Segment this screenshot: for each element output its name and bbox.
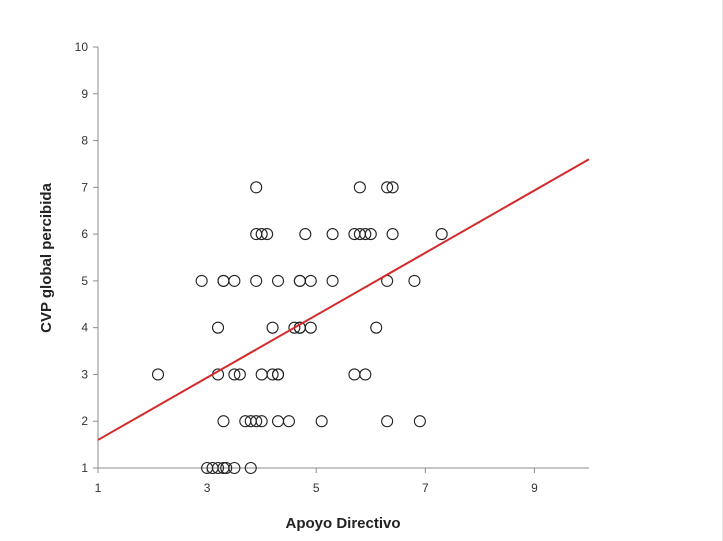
data-point xyxy=(271,415,285,428)
data-point xyxy=(250,415,263,428)
y-tick-label: 7 xyxy=(81,180,88,194)
data-point xyxy=(244,461,257,475)
x-tick-label: 7 xyxy=(422,481,429,495)
y-tick-label: 9 xyxy=(81,87,88,101)
data-point xyxy=(282,415,295,428)
data-point xyxy=(299,228,312,241)
data-point xyxy=(408,274,421,287)
data-point xyxy=(315,415,328,428)
y-tick-label: 4 xyxy=(81,321,88,335)
data-point xyxy=(228,368,241,381)
y-tick-label: 6 xyxy=(81,227,88,241)
data-point xyxy=(217,274,230,287)
y-tick-label: 2 xyxy=(81,414,88,428)
data-point xyxy=(261,228,274,241)
trendline-group xyxy=(97,158,590,441)
data-point xyxy=(353,181,366,194)
data-point xyxy=(386,181,399,194)
data-point xyxy=(359,228,372,241)
y-tick-label: 3 xyxy=(81,367,88,381)
y-tick-label: 10 xyxy=(75,40,89,54)
data-point xyxy=(370,321,383,334)
data-point xyxy=(151,368,165,381)
x-tick-label: 9 xyxy=(531,481,538,495)
trendline xyxy=(97,158,590,441)
data-point xyxy=(266,321,279,334)
data-point xyxy=(220,461,233,475)
data-point xyxy=(255,228,268,241)
data-point xyxy=(195,274,208,287)
x-tick-label: 3 xyxy=(204,481,211,495)
data-point xyxy=(233,368,246,381)
data-point xyxy=(386,228,399,241)
data-point xyxy=(250,274,263,287)
data-point xyxy=(255,415,268,428)
ticks: 1 2 3 4 5 6 7 8 9 10 1 3 5 7 9 xyxy=(75,40,538,495)
data-point xyxy=(271,368,285,381)
data-point xyxy=(255,368,268,381)
data-point xyxy=(364,228,377,241)
data-point xyxy=(250,181,263,194)
y-axis-title: CVP global percibida xyxy=(38,182,55,332)
data-point xyxy=(348,368,361,381)
y-tick-label: 5 xyxy=(81,274,88,288)
data-point xyxy=(211,461,225,475)
data-point xyxy=(217,415,230,428)
data-point xyxy=(381,415,394,428)
data-points xyxy=(151,181,448,475)
data-point xyxy=(293,274,306,287)
data-point xyxy=(381,181,394,194)
data-point xyxy=(288,321,301,334)
data-point xyxy=(211,321,225,334)
data-point xyxy=(435,228,448,241)
x-tick-label: 1 xyxy=(95,481,102,495)
data-point xyxy=(359,368,372,381)
data-point xyxy=(413,415,426,428)
data-point xyxy=(228,461,241,475)
y-tick-label: 1 xyxy=(81,461,88,475)
data-point xyxy=(228,274,241,287)
data-point xyxy=(304,274,317,287)
data-point xyxy=(326,274,339,287)
y-tick-label: 8 xyxy=(81,134,88,148)
axes xyxy=(97,47,589,469)
data-point xyxy=(271,274,285,287)
data-point xyxy=(266,368,279,381)
data-point xyxy=(326,228,339,241)
x-tick-label: 5 xyxy=(313,481,320,495)
x-axis-title: Apoyo Directivo xyxy=(285,515,400,532)
data-point xyxy=(304,321,317,334)
